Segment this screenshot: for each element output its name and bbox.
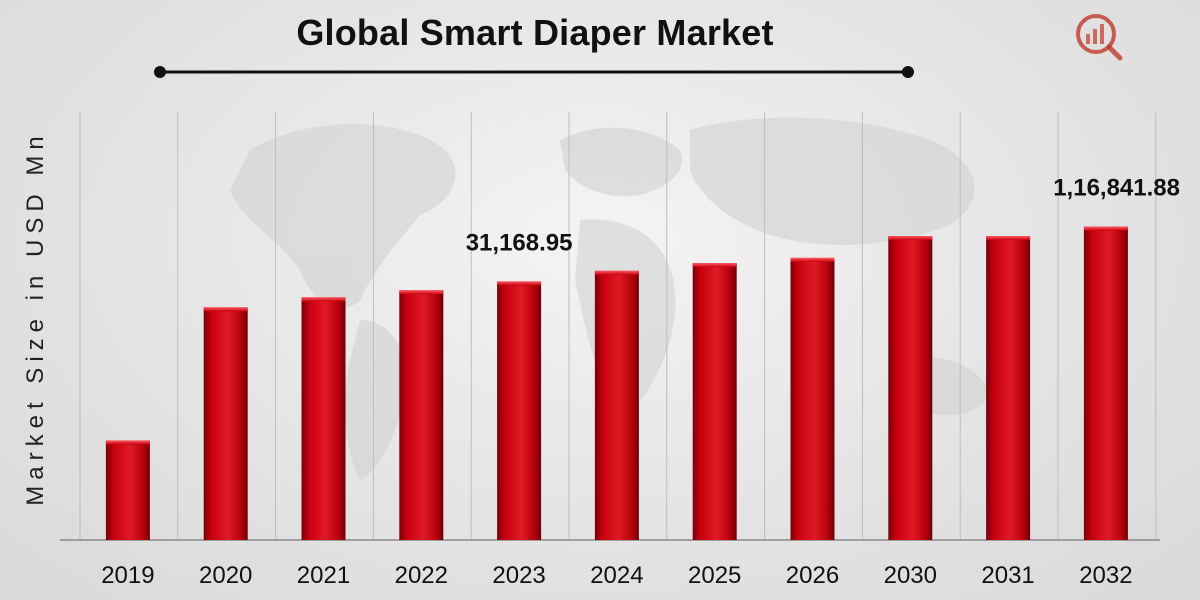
bar: [1083, 226, 1128, 541]
bar-cap: [790, 257, 835, 262]
bar: [105, 440, 150, 540]
bar-2026: [790, 257, 835, 540]
bar-2025: [692, 263, 737, 540]
bar-2032: [1083, 226, 1128, 541]
bar: [790, 257, 835, 540]
x-tick-label: 2024: [590, 562, 643, 589]
bar: [497, 281, 542, 540]
data-label: 31,168.95: [466, 229, 573, 256]
x-tick-label: 2031: [981, 562, 1034, 589]
x-tick-labels: 2019 2020 2021 2022 2023 2024 2025 2026 2030 2031…: [101, 562, 1132, 589]
bar-2022: [399, 290, 444, 540]
bar: [301, 297, 346, 540]
bar-2019: [105, 440, 150, 540]
bars: [105, 226, 1128, 541]
bar-2030: [888, 236, 933, 540]
x-tick-label: 2021: [297, 562, 350, 589]
x-tick-label: 2022: [395, 562, 448, 589]
bar-cap: [888, 236, 933, 241]
analytics-magnifier-icon: [1076, 14, 1123, 61]
title-rule: [154, 66, 914, 78]
bar-cap: [301, 297, 346, 302]
grid: [79, 112, 1157, 540]
bar-2031: [986, 236, 1031, 540]
y-axis-label: Market Size in USD Mn: [22, 130, 49, 506]
bar-2020: [203, 307, 248, 540]
bar: [692, 263, 737, 540]
bar-2021: [301, 297, 346, 540]
bar: [888, 236, 933, 540]
x-tick-label: 2026: [786, 562, 839, 589]
bar: [399, 290, 444, 540]
x-tick-label: 2032: [1079, 562, 1132, 589]
bar: [203, 307, 248, 540]
data-labels: 31,168.95 1,16,841.88: [466, 175, 1180, 257]
x-tick-label: 2020: [199, 562, 252, 589]
data-label: 1,16,841.88: [1053, 175, 1180, 202]
chart-title: Global Smart Diaper Market: [296, 12, 774, 53]
bar-cap: [497, 281, 542, 286]
bar-2023: [497, 281, 542, 540]
bar: [986, 236, 1031, 540]
x-tick-label: 2019: [101, 562, 154, 589]
x-tick-label: 2023: [492, 562, 545, 589]
x-tick-label: 2030: [884, 562, 937, 589]
bar-cap: [399, 290, 444, 295]
bar-cap: [594, 270, 639, 275]
x-tick-label: 2025: [688, 562, 741, 589]
bar-cap: [692, 263, 737, 268]
bar-cap: [105, 440, 150, 445]
bar-cap: [203, 307, 248, 312]
bar: [594, 270, 639, 540]
bar-cap: [986, 236, 1031, 241]
bar-cap: [1083, 226, 1128, 231]
bar-2024: [594, 270, 639, 540]
